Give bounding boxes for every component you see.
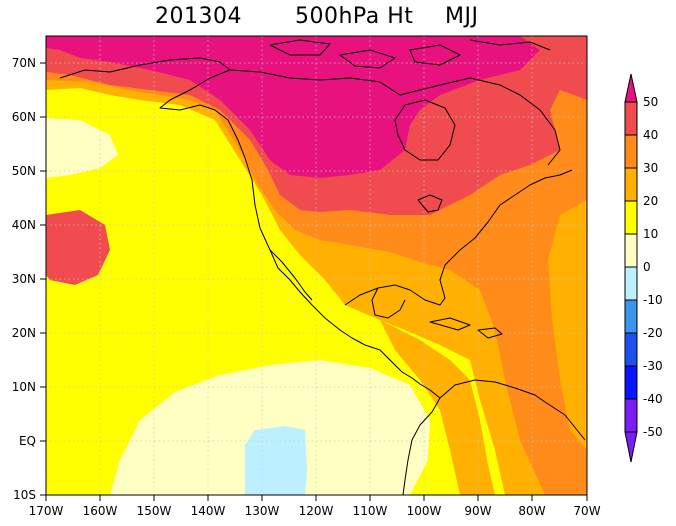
colorbar-swatch	[624, 299, 638, 334]
fill-pacific-30-40	[46, 210, 110, 285]
lat-label: 40N	[12, 218, 36, 232]
contour-fill-layer	[46, 36, 587, 495]
colorbar-swatch	[624, 167, 638, 202]
lat-label: 10S	[13, 488, 36, 502]
coast-arctic-island-3	[409, 44, 461, 66]
colorbar-top-arrow	[624, 73, 638, 103]
coast-yucatan	[371, 287, 406, 319]
lat-label: 50N	[12, 164, 36, 178]
colorbar-label: -10	[643, 293, 663, 307]
colorbar-label: 0	[643, 260, 651, 274]
colorbar-label: 20	[643, 194, 658, 208]
lon-label: 150W	[137, 504, 172, 518]
fill-gt40	[46, 36, 540, 178]
coastlines	[59, 39, 586, 495]
lon-label: 100W	[407, 504, 442, 518]
lon-label: 110W	[353, 504, 388, 518]
fill-tropical-m10-0	[110, 360, 430, 495]
colorbar-label: -50	[643, 425, 663, 439]
coast-cuba	[429, 317, 471, 331]
lon-label: 90W	[464, 504, 491, 518]
colorbar-label: 30	[643, 161, 658, 175]
coast-south-america	[439, 379, 586, 441]
fill-caribbean-10-20	[380, 320, 495, 495]
coast-hispaniola	[477, 327, 503, 339]
lon-ticks	[45, 495, 588, 501]
colorbar-swatch	[624, 365, 638, 400]
lat-labels: 70N 60N 50N 40N 30N 20N 10N EQ 10S	[12, 56, 36, 502]
title-season: MJJ	[445, 4, 479, 29]
lon-label: 140W	[191, 504, 226, 518]
lat-ticks	[40, 62, 46, 496]
lon-label: 80W	[518, 504, 545, 518]
lat-label: 30N	[12, 272, 36, 286]
grid-lines	[46, 36, 587, 495]
title-variable: 500hPa Ht	[295, 4, 414, 29]
coast-great-lakes	[417, 194, 443, 213]
colorbar-swatch	[624, 233, 638, 268]
coast-greenland	[469, 39, 551, 51]
coast-arctic-island-1	[269, 39, 331, 56]
coast-arctic-island-2	[339, 49, 396, 69]
lat-label: 60N	[12, 110, 36, 124]
title-date: 201304	[155, 4, 242, 29]
coast-west	[59, 57, 441, 399]
lat-label: 10N	[12, 380, 36, 394]
coast-hudson-bay	[394, 99, 456, 161]
lon-label: 120W	[299, 504, 334, 518]
colorbar-swatch	[624, 101, 638, 136]
colorbar-label: 10	[643, 227, 658, 241]
colorbar-label: -30	[643, 359, 663, 373]
lat-label: EQ	[19, 434, 36, 448]
lon-label: 160W	[83, 504, 118, 518]
chart-title: 201304 500hPa Ht MJJ	[0, 4, 676, 34]
lon-label: 130W	[245, 504, 280, 518]
lon-label: 70W	[573, 504, 600, 518]
colorbar-label: 40	[643, 128, 658, 142]
lon-label: 170W	[29, 504, 64, 518]
colorbar-label: -40	[643, 392, 663, 406]
colorbar-bottom-arrow	[624, 431, 638, 463]
colorbar-swatch	[624, 332, 638, 367]
lat-label: 70N	[12, 56, 36, 70]
lon-labels: 170W 160W 150W 140W 130W 120W 110W 100W …	[29, 504, 601, 518]
coast-gulf-east	[344, 169, 573, 306]
coast-south-america-west	[402, 397, 441, 495]
colorbar-swatch	[624, 134, 638, 169]
colorbar-label: 50	[643, 95, 658, 109]
colorbar-label: -20	[643, 326, 663, 340]
fill-tropical-m20-m10	[245, 426, 307, 495]
colorbar-swatch	[624, 398, 638, 433]
colorbar: 50 40 30 20 10 0 -10 -20 -30 -40 -50	[624, 73, 663, 463]
colorbar-swatch	[624, 266, 638, 301]
coast-arctic	[229, 69, 561, 166]
lat-label: 20N	[12, 326, 36, 340]
coast-baja	[269, 249, 313, 301]
colorbar-swatch	[624, 200, 638, 235]
